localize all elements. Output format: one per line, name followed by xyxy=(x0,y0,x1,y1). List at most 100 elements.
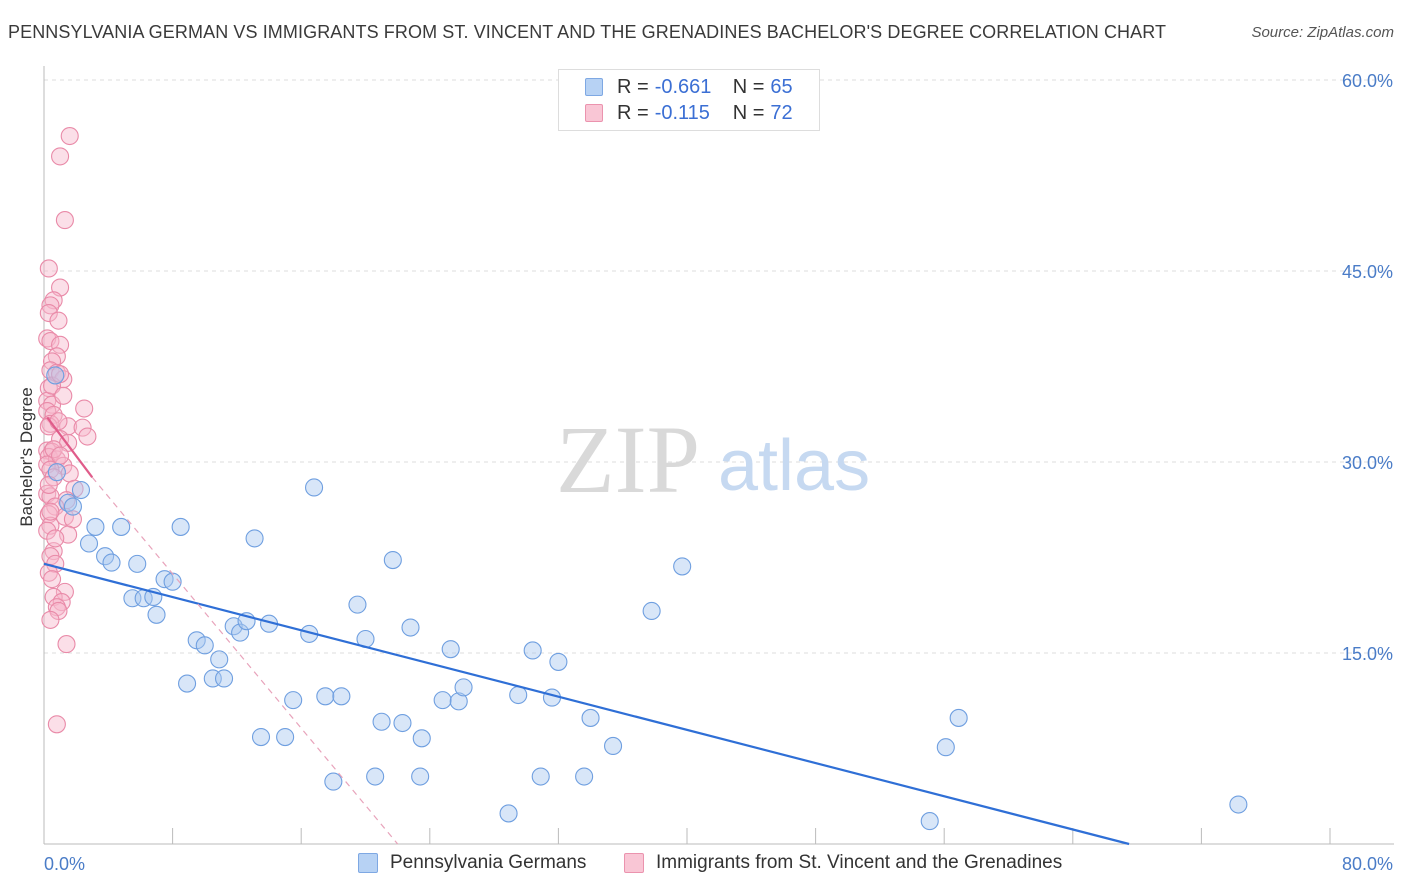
point-pennsylvania-germans xyxy=(401,618,420,637)
watermark-zip: ZIP xyxy=(556,406,700,513)
point-pennsylvania-germans xyxy=(411,767,430,786)
y-axis-label: Bachelor's Degree xyxy=(17,387,36,526)
grid-lines xyxy=(44,79,1394,654)
point-pennsylvania-germans xyxy=(171,517,190,536)
series-legend-item-st-vincent: Immigrants from St. Vincent and the Gren… xyxy=(624,852,1062,874)
series-swatch-blue xyxy=(358,853,378,873)
legend-r-label: R = xyxy=(617,101,649,124)
point-pennsylvania-germans xyxy=(305,478,324,497)
point-st-vincent xyxy=(51,446,70,465)
legend-n-value: 72 xyxy=(770,101,793,124)
point-pennsylvania-germans xyxy=(523,641,542,660)
point-pennsylvania-germans xyxy=(372,712,391,731)
point-pennsylvania-germans xyxy=(46,366,65,385)
point-pennsylvania-germans xyxy=(86,517,105,536)
point-pennsylvania-germans xyxy=(366,767,385,786)
point-pennsylvania-germans xyxy=(332,687,351,706)
point-st-vincent xyxy=(55,211,74,230)
point-pennsylvania-germans xyxy=(412,729,431,748)
point-st-vincent xyxy=(39,475,58,494)
legend-swatch-blue xyxy=(585,78,603,96)
series-swatch-pink xyxy=(624,853,644,873)
legend-r-label: R = xyxy=(617,75,649,98)
point-pennsylvania-germans xyxy=(575,767,594,786)
point-pennsylvania-germans xyxy=(549,652,568,671)
trend-line-pennsylvania-germans xyxy=(43,562,1130,846)
series-legend: Pennsylvania Germans Immigrants from St.… xyxy=(0,852,1406,878)
point-pennsylvania-germans xyxy=(531,767,550,786)
series-legend-label: Immigrants from St. Vincent and the Gren… xyxy=(656,852,1063,873)
point-st-vincent xyxy=(60,126,79,146)
point-pennsylvania-germans xyxy=(936,738,955,757)
point-pennsylvania-germans xyxy=(210,650,229,669)
y-tick-label: 60.0% xyxy=(1342,71,1393,91)
point-st-vincent xyxy=(57,635,76,654)
x-tick-label-min: 0.0% xyxy=(44,854,85,874)
point-pennsylvania-germans xyxy=(642,601,661,621)
point-pennsylvania-germans xyxy=(604,736,623,756)
point-pennsylvania-germans xyxy=(47,463,66,482)
y-tick-labels: 15.0% 30.0% 45.0% 60.0% xyxy=(1342,71,1393,664)
watermark-atlas: atlas xyxy=(718,426,870,506)
stats-legend: R = -0.661 N = 65 R = -0.115 N = 72 xyxy=(558,69,820,131)
point-pennsylvania-germans xyxy=(393,713,412,733)
legend-n-label: N = xyxy=(732,75,765,98)
point-pennsylvania-germans xyxy=(231,623,250,642)
trend-line-st-vincent-extension xyxy=(91,476,399,845)
point-pennsylvania-germans xyxy=(454,678,473,697)
point-pennsylvania-germans xyxy=(441,640,460,659)
point-st-vincent xyxy=(55,582,74,601)
point-pennsylvania-germans xyxy=(128,554,147,573)
chart-source: Source: ZipAtlas.com xyxy=(1251,24,1394,41)
point-pennsylvania-germans xyxy=(178,674,197,693)
point-st-vincent xyxy=(39,303,58,323)
y-tick-label: 30.0% xyxy=(1342,453,1393,473)
point-st-vincent xyxy=(42,570,62,589)
legend-n-value: 65 xyxy=(770,75,793,98)
point-st-vincent xyxy=(39,259,58,278)
point-pennsylvania-germans xyxy=(949,708,968,727)
point-pennsylvania-germans xyxy=(71,480,91,500)
point-pennsylvania-germans xyxy=(102,553,121,572)
trend-line-st-vincent xyxy=(46,416,94,478)
series-legend-label: Pennsylvania Germans xyxy=(390,852,587,873)
point-st-vincent xyxy=(42,352,62,371)
x-tick-label-max: 80.0% xyxy=(1342,854,1393,874)
watermark: ZIP atlas xyxy=(556,406,870,513)
point-pennsylvania-germans xyxy=(63,497,82,516)
trend-lines xyxy=(43,416,1130,846)
point-st-vincent xyxy=(41,502,60,521)
point-pennsylvania-germans xyxy=(673,557,692,576)
point-pennsylvania-germans xyxy=(433,691,452,710)
point-st-vincent xyxy=(49,311,68,330)
point-pennsylvania-germans xyxy=(581,708,600,727)
point-pennsylvania-germans xyxy=(79,534,99,553)
point-pennsylvania-germans xyxy=(195,636,214,655)
point-pennsylvania-germans xyxy=(251,727,271,747)
point-pennsylvania-germans xyxy=(920,812,939,831)
chart-title: PENNSYLVANIA GERMAN VS IMMIGRANTS FROM S… xyxy=(8,22,1167,42)
point-st-vincent xyxy=(51,147,70,166)
legend-r-value: -0.661 xyxy=(654,75,712,98)
data-points xyxy=(38,126,1248,831)
point-pennsylvania-germans xyxy=(499,804,518,823)
point-pennsylvania-germans xyxy=(147,605,166,624)
point-st-vincent xyxy=(75,399,94,418)
point-pennsylvania-germans xyxy=(324,772,343,791)
point-pennsylvania-germans xyxy=(276,727,295,747)
point-pennsylvania-germans xyxy=(112,517,131,536)
point-st-vincent xyxy=(54,386,73,405)
point-pennsylvania-germans xyxy=(245,529,264,548)
point-st-vincent xyxy=(47,715,66,734)
y-tick-label: 45.0% xyxy=(1342,262,1393,282)
y-tick-label: 15.0% xyxy=(1342,644,1393,664)
point-pennsylvania-germans xyxy=(348,595,367,614)
point-pennsylvania-germans xyxy=(449,692,468,711)
point-pennsylvania-germans xyxy=(1229,795,1248,814)
legend-n-label: N = xyxy=(732,101,765,124)
legend-swatch-pink xyxy=(585,104,603,122)
point-pennsylvania-germans xyxy=(509,685,528,705)
legend-row-pennsylvania-germans: R = -0.661 N = 65 xyxy=(585,75,793,99)
legend-row-st-vincent: R = -0.115 N = 72 xyxy=(585,101,793,125)
point-st-vincent xyxy=(78,427,97,446)
